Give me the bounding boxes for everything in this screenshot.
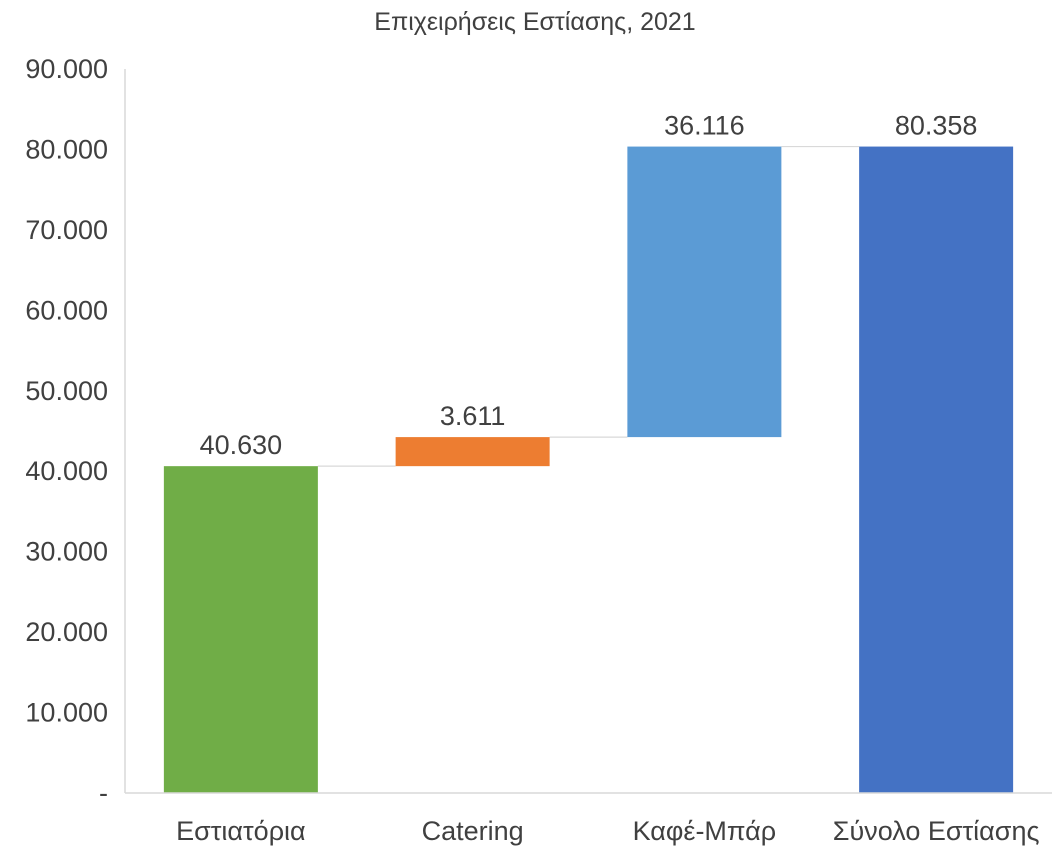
- category-label-3: Καφέ-Μπάρ: [633, 816, 777, 846]
- category-label-4: Σύνολο Εστίασης: [833, 816, 1040, 846]
- bar-3: [627, 146, 782, 438]
- y-tick-label: 90.000: [25, 54, 108, 84]
- chart-title: Επιχειρήσεις Εστίασης, 2021: [374, 8, 695, 36]
- data-label-3: 36.116: [664, 111, 745, 141]
- y-tick-label: -: [99, 778, 108, 808]
- data-labels: 40.630 3.611 36.116 80.358: [200, 111, 978, 461]
- category-label-1: Εστιατόρια: [176, 816, 306, 846]
- axes: [124, 69, 1052, 794]
- y-tick-label: 20.000: [25, 617, 108, 647]
- bar-2: [395, 437, 550, 467]
- bar-1: [163, 466, 318, 793]
- x-axis-category-labels: Εστιατόρια Catering Καφέ-Μπάρ Σύνολο Εστίασ…: [176, 816, 1039, 846]
- y-tick-label: 80.000: [25, 134, 108, 164]
- y-tick-label: 30.000: [25, 537, 108, 567]
- data-label-2: 3.611: [440, 401, 506, 431]
- bar-4: [859, 146, 1014, 794]
- y-tick-label: 10.000: [25, 698, 108, 728]
- data-label-4: 80.358: [895, 111, 978, 141]
- y-tick-label: 70.000: [25, 215, 108, 245]
- category-label-2: Catering: [422, 816, 524, 846]
- y-axis-tick-labels: - 10.000 20.000 30.000 40.000 50.000 60.000 70.…: [25, 54, 108, 808]
- y-tick-label: 60.000: [25, 295, 108, 325]
- y-tick-label: 40.000: [25, 456, 108, 486]
- bars: [163, 146, 1014, 794]
- connector-lines: [317, 145, 860, 467]
- data-label-1: 40.630: [200, 430, 283, 460]
- y-tick-label: 50.000: [25, 376, 108, 406]
